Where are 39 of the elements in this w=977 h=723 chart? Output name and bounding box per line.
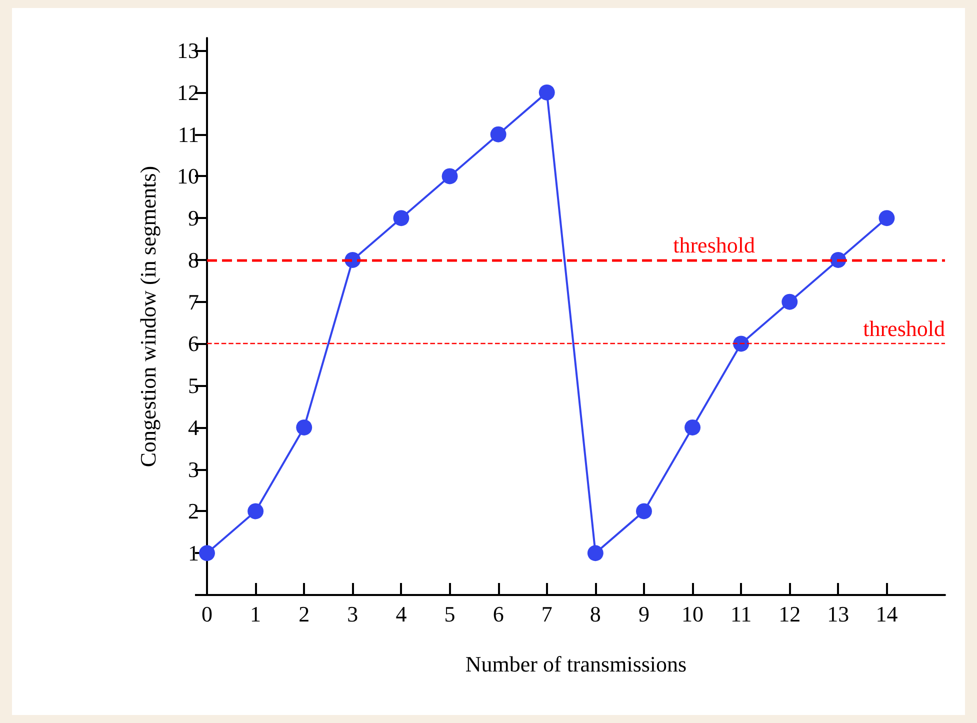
x-tick-label: 1 [250,602,262,626]
x-tick-label: 2 [298,602,310,626]
y-tick-label: 11 [178,122,199,147]
y-axis-title: Congestion window (in segments) [136,166,160,468]
y-tick-label: 12 [177,80,199,105]
point [636,503,652,520]
point [393,210,410,226]
x-tick-label: 4 [396,602,407,626]
ref-line-label: threshold [673,232,755,258]
y-tick-label: 13 [177,38,199,64]
ref-line-label: threshold [863,316,945,342]
x-tick-label: 14 [876,602,898,626]
point [733,336,750,352]
y-tick-label: 10 [177,164,199,189]
y-tick-label: 7 [188,289,199,314]
point [248,503,264,520]
point [296,419,312,436]
x-tick-label: 12 [778,602,801,626]
point [782,294,798,310]
x-tick-label: 8 [590,602,601,626]
x-tick-label: 13 [827,602,850,626]
point [442,168,458,184]
y-tick-label: 1 [188,540,199,566]
point [684,419,701,436]
x-tick-label: 9 [638,602,650,626]
point [587,545,604,562]
x-axis-title: Number of transmissions [465,652,687,676]
x-tick-label: 11 [730,602,752,626]
x-tick-label: 0 [202,602,212,626]
x-tick-label: 5 [444,602,456,626]
point [878,210,895,226]
y-tick-label: 8 [188,247,199,272]
point [490,126,506,142]
point [538,84,555,100]
x-tick-label: 7 [541,602,552,626]
x-tick-label: 3 [347,602,358,626]
x-tick-label: 10 [682,602,704,626]
point [199,545,215,562]
x-tick-label: 6 [492,602,504,626]
